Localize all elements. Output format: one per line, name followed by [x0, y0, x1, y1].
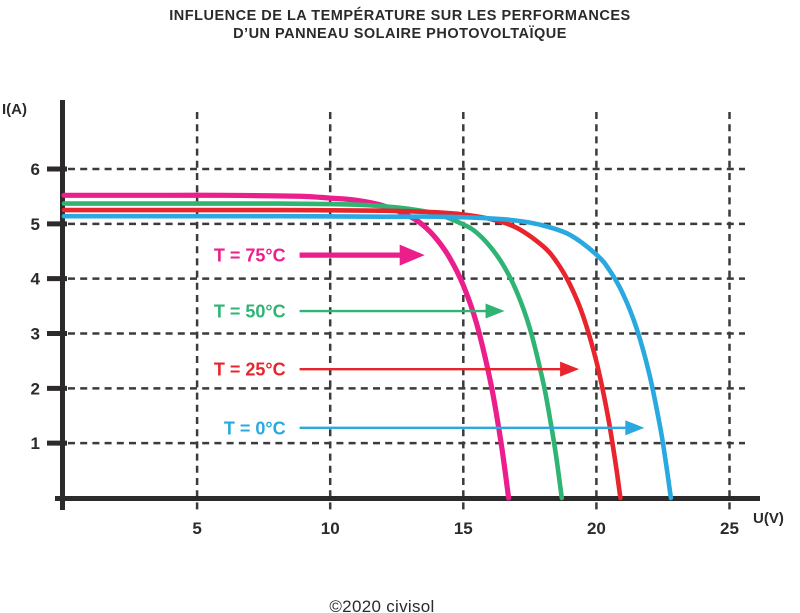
curve-label-50c: T = 50°C	[214, 302, 286, 322]
x-axis-title: U(V)	[753, 510, 784, 527]
arrow-head-25c	[560, 361, 580, 377]
y-tick-label-1: 1	[31, 434, 40, 453]
x-tick-label-25: 25	[720, 519, 739, 538]
y-tick-label-4: 4	[31, 270, 41, 289]
x-tick-label-5: 5	[192, 519, 201, 538]
temperature-annotations: T = 75°C T = 50°C T = 25°C T = 0°C	[214, 244, 645, 438]
arrow-head-50c	[485, 303, 505, 319]
x-tick-label-10: 10	[321, 519, 340, 538]
curve-label-25c: T = 25°C	[214, 360, 286, 380]
y-tick-label-6: 6	[31, 160, 40, 179]
curve-label-75c: T = 75°C	[214, 246, 286, 266]
tick-labels: 5 10 15 20 25 1 2 3 4 5 6 U(V) I(A)	[2, 101, 784, 538]
iv-curves	[61, 192, 674, 501]
chart-title-line1: INFLUENCE DE LA TEMPÉRATURE SUR LES PERF…	[169, 8, 631, 24]
curve-50c	[61, 201, 565, 501]
page-title: INFLUENCE DE LA TEMPÉRATURE SUR LES PERF…	[0, 7, 800, 43]
arrow-head-0c	[625, 420, 645, 436]
curve-0c	[61, 213, 674, 501]
curve-label-0c: T = 0°C	[224, 418, 286, 438]
chart-title-line2: D’UN PANNEAU SOLAIRE PHOTOVOLTAÏQUE	[233, 26, 567, 42]
y-tick-label-3: 3	[31, 325, 40, 344]
y-tick-label-5: 5	[31, 215, 40, 234]
y-axis-title: I(A)	[2, 101, 27, 118]
curve-75c	[61, 192, 512, 501]
arrow-head-75c	[399, 244, 425, 266]
axes	[47, 100, 760, 510]
copyright: ©2020 civisol	[329, 597, 435, 613]
grid-lines	[68, 112, 745, 512]
y-tick-label-2: 2	[31, 379, 40, 398]
curve-25c	[61, 207, 623, 501]
x-tick-label-15: 15	[454, 519, 473, 538]
x-tick-label-20: 20	[587, 519, 606, 538]
